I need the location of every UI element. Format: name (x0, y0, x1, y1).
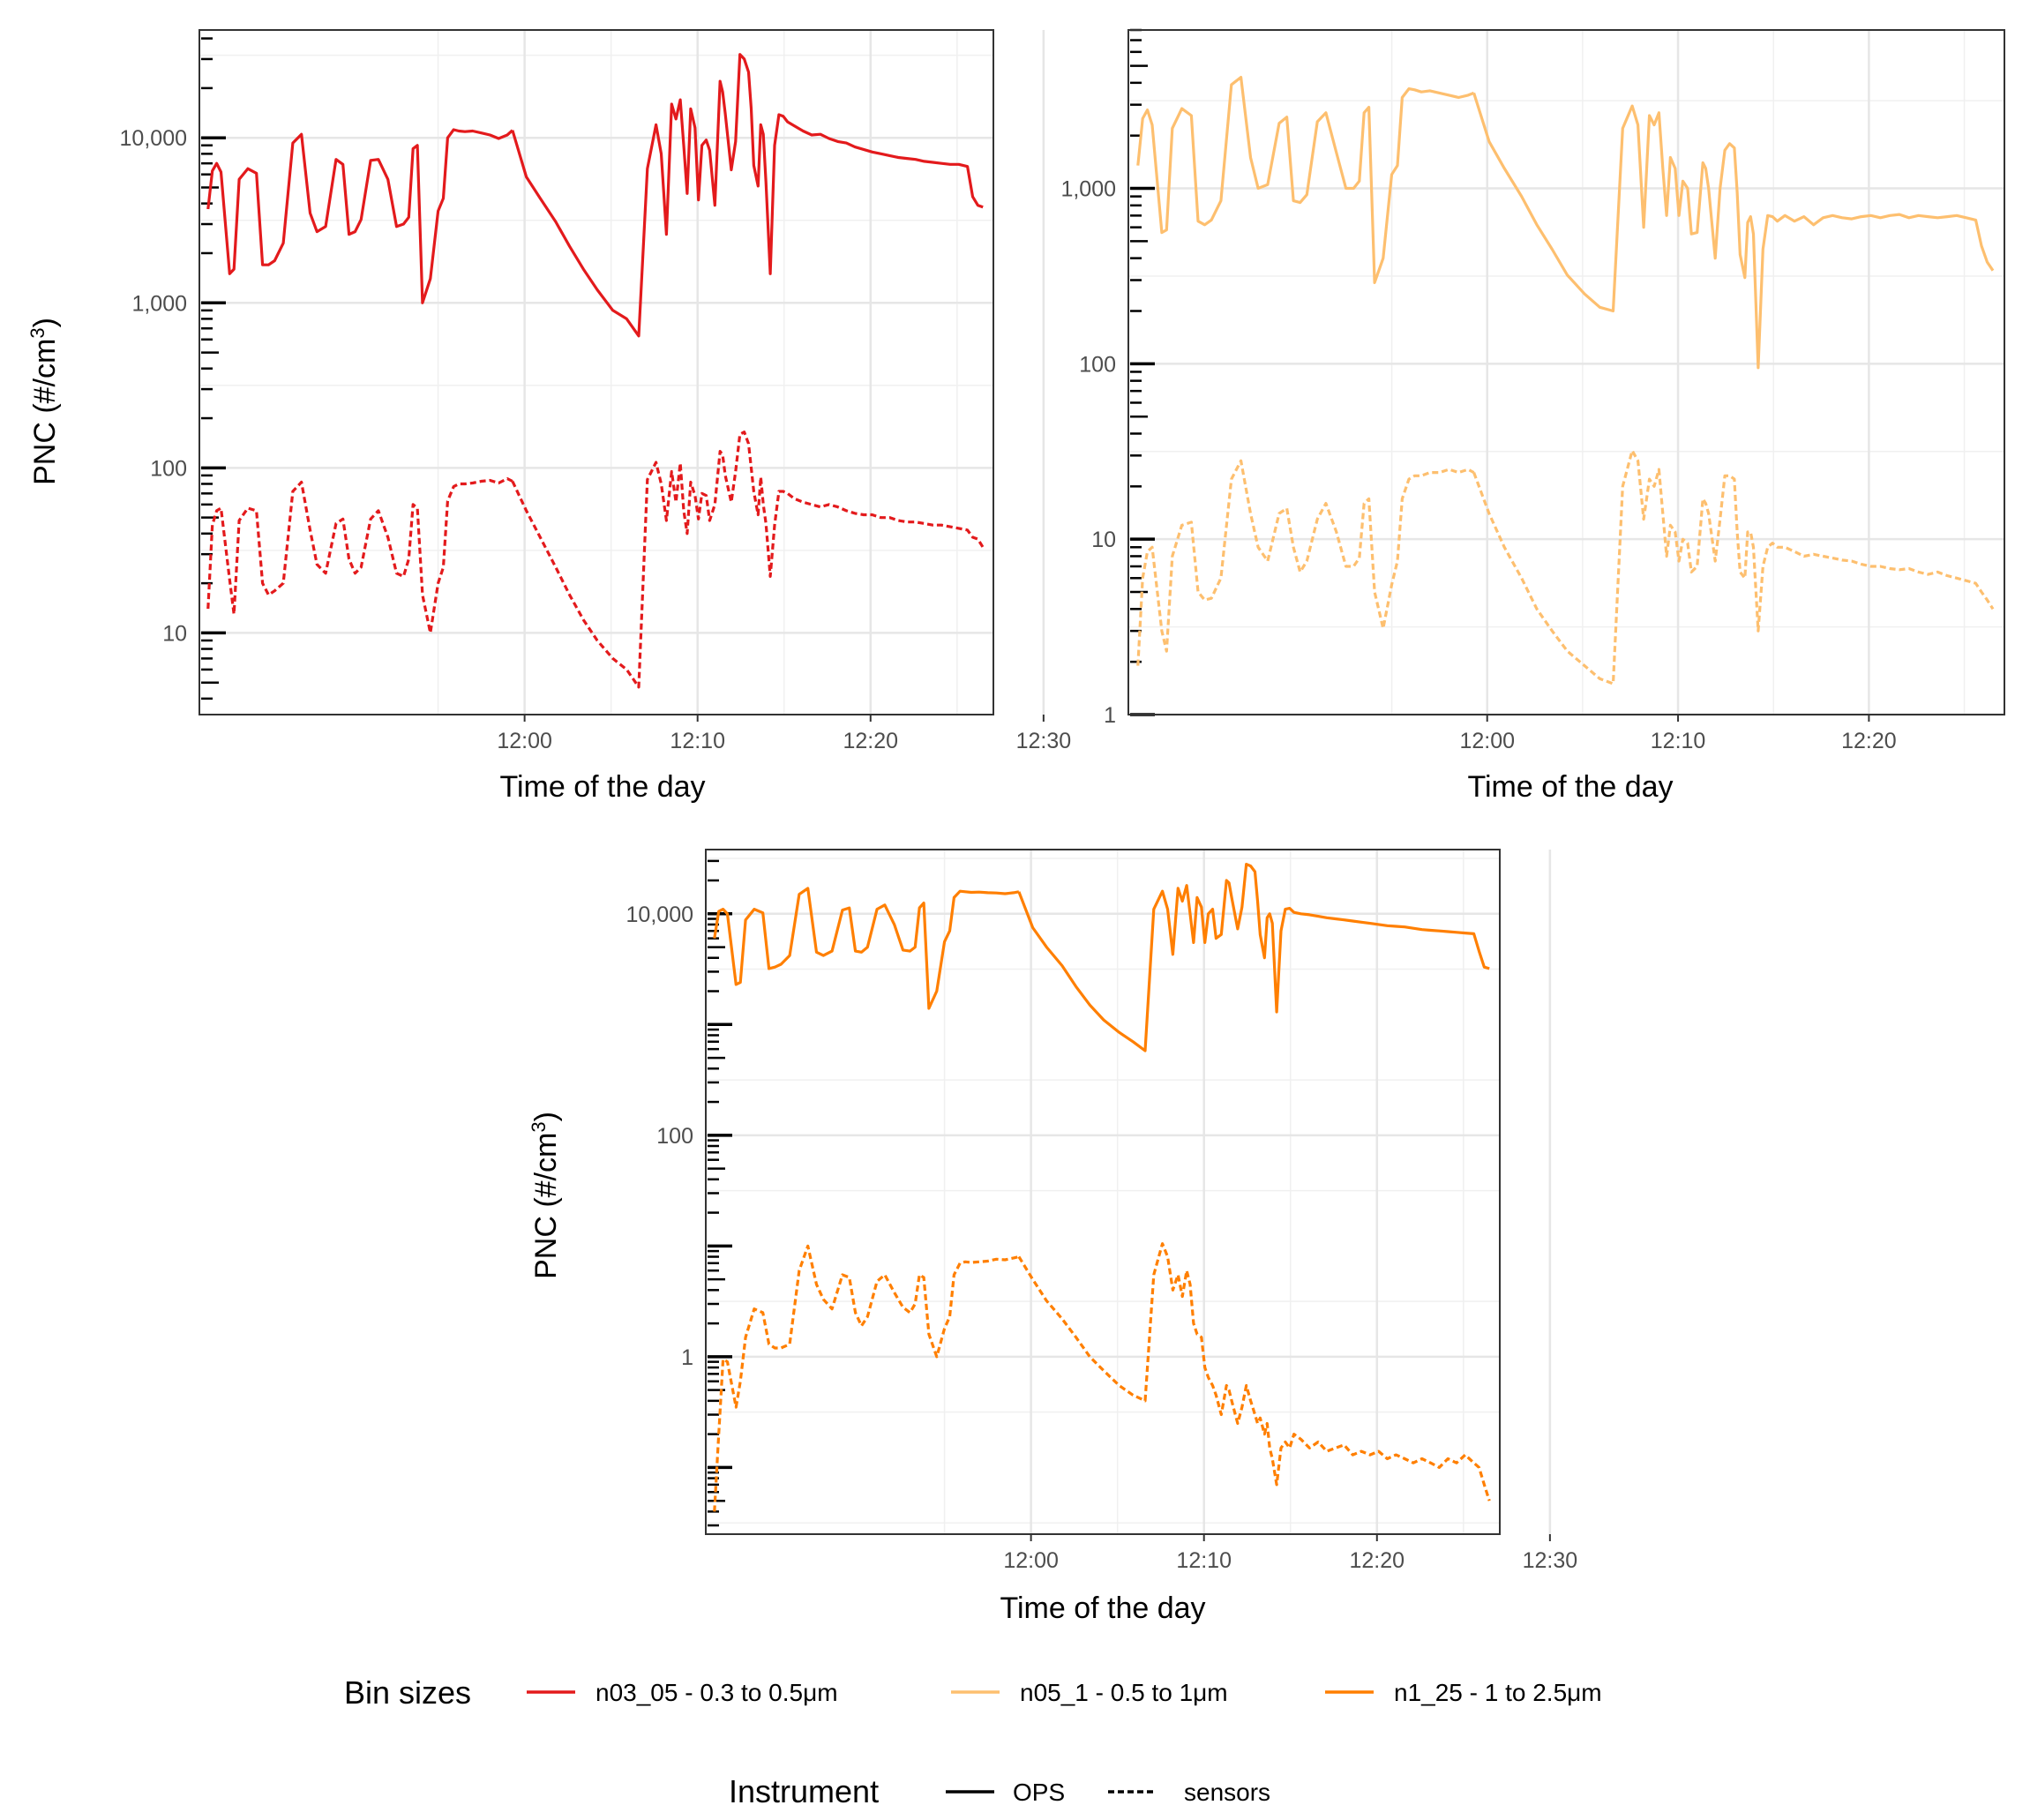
legend-instrument: Instrument OPS sensors (729, 1773, 1270, 1809)
series-line-ops-1 (1017, 862, 1490, 1052)
x-tick-label: 12:20 (843, 729, 899, 753)
y-tick-label: 1 (681, 1345, 693, 1370)
grid (706, 850, 1552, 1534)
series-line-sensors-2 (713, 1244, 1020, 1512)
x-tick-label: 12:30 (1523, 1548, 1578, 1573)
y-tick-label: 100 (656, 1124, 693, 1149)
x-axis-title: Time of the day (499, 770, 705, 804)
x-axis-title: Time of the day (1000, 1592, 1205, 1625)
series-line-ops-0 (1136, 75, 1475, 284)
legend-label-sensors: sensors (1184, 1779, 1270, 1806)
legend-bin-title: Bin sizes (344, 1674, 471, 1711)
panel-border (199, 29, 994, 715)
y-tick-label: 1 (1104, 703, 1116, 728)
x-tick-label: 12:20 (1841, 729, 1897, 753)
panel-bottom: Time of the day PNC (#/cm3) 12:00 12:10 12… (528, 849, 1578, 1625)
panel-top-left: Time of the day PNC (#/cm3) 12:00 12:10 12… (26, 29, 1072, 804)
series-line-ops-0 (206, 128, 513, 304)
legend-label-n03_05: n03_05 - 0.3 to 0.5μm (596, 1679, 838, 1706)
y-tick-label: 100 (1079, 352, 1116, 377)
series-line-sensors-3 (1472, 449, 1995, 685)
series-line-ops-1 (1472, 92, 1995, 370)
x-tick-label: 12:00 (1003, 1548, 1059, 1573)
y-tick-label: 10 (162, 621, 187, 646)
y-axis-title: PNC (#/cm3) (26, 318, 62, 485)
panel-top-right: Time of the day 12:0012:1012:2012:301101… (1060, 28, 2005, 804)
x-tick-label: 12:10 (1176, 1548, 1232, 1573)
legend-label-n05_1: n05_1 - 0.5 to 1μm (1020, 1679, 1228, 1706)
legend-label-ops: OPS (1013, 1779, 1065, 1806)
series-line-sensors-2 (206, 476, 513, 635)
y-axis-title: PNC (#/cm3) (528, 1112, 563, 1279)
y-tick-label: 100 (150, 456, 187, 481)
legend-label-n1_25: n1_25 - 1 to 2.5μm (1394, 1679, 1602, 1706)
x-tick-label: 12:10 (1651, 729, 1706, 753)
y-tick-label: 10 (1091, 528, 1116, 552)
x-axis-title: Time of the day (1467, 770, 1673, 804)
x-tick-label: 12:20 (1350, 1548, 1405, 1573)
grid (199, 30, 1045, 715)
y-tick-label: 1,000 (1060, 177, 1116, 202)
y-tick-label: 1,000 (131, 291, 187, 316)
y-tick-label: 10,000 (120, 126, 187, 151)
panel-border (1127, 29, 2005, 715)
series-line-sensors-3 (511, 431, 985, 689)
panel-border (705, 849, 1501, 1535)
series-line-sensors-2 (1136, 459, 1475, 666)
x-tick-label: 12:30 (1016, 729, 1072, 753)
legend-instrument-title: Instrument (729, 1773, 879, 1809)
series-line-ops-0 (713, 887, 1020, 1010)
y-tick-label: 10,000 (626, 903, 693, 927)
legend-bin-sizes: Bin sizes n03_05 - 0.3 to 0.5μm n05_1 - … (344, 1674, 1602, 1711)
x-tick-label: 12:00 (497, 729, 552, 753)
grid (1128, 30, 2004, 716)
x-tick-label: 12:00 (1459, 729, 1515, 753)
x-tick-label: 12:10 (670, 729, 725, 753)
series-line-ops-1 (511, 53, 984, 338)
series-line-sensors-3 (1017, 1242, 1491, 1502)
